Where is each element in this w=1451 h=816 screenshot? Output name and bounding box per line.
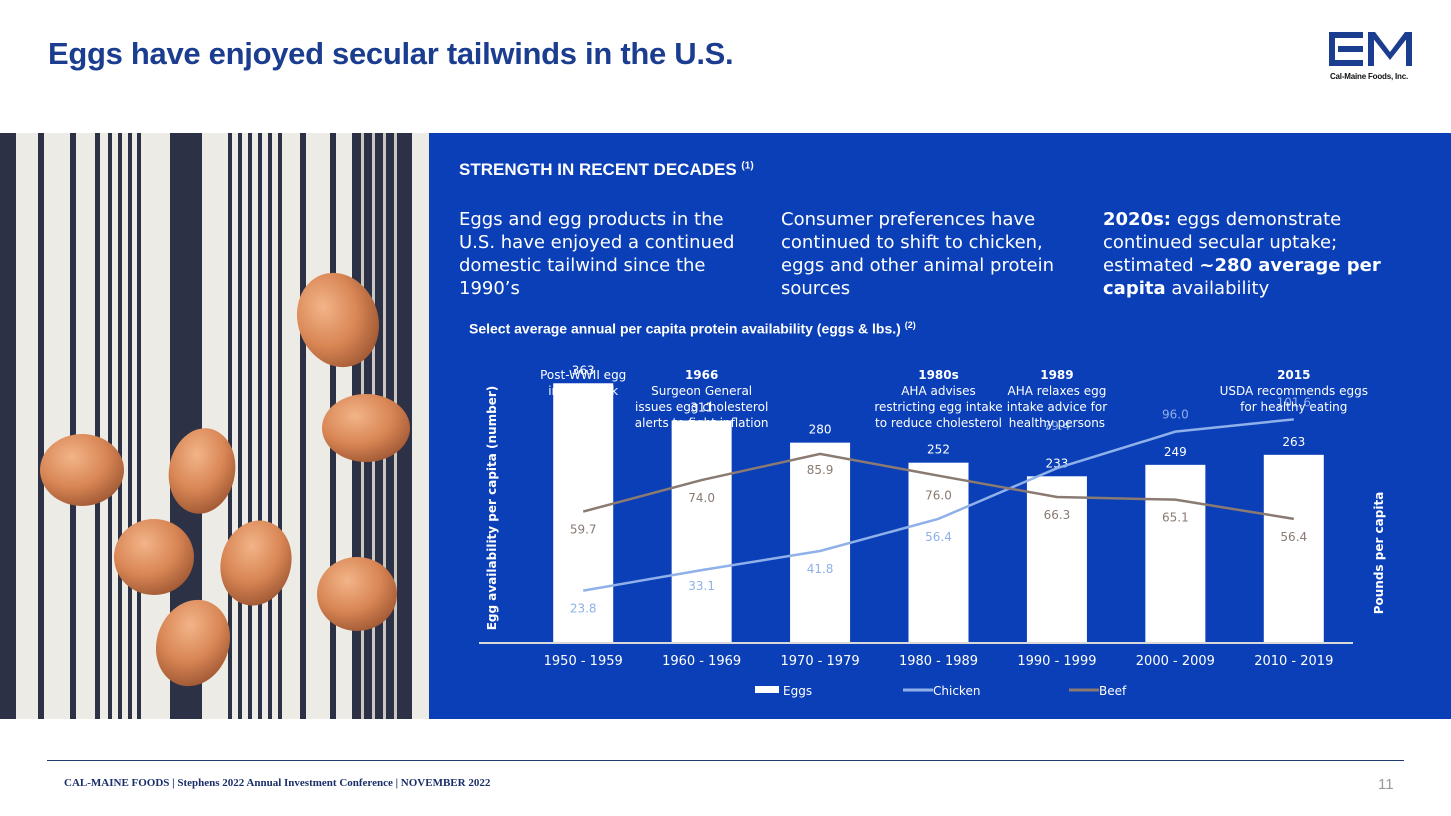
eggs-data-label: 363 — [572, 363, 595, 377]
chicken-line — [583, 418, 1294, 592]
annotation-text: restricting egg intake — [874, 400, 1002, 414]
x-tick-label: 1980 - 1989 — [899, 654, 978, 669]
annotation-text: Surgeon General — [651, 384, 752, 398]
annotation-text: 1966 — [685, 368, 718, 382]
chicken-data-label: 23.8 — [570, 602, 597, 616]
chicken-data-label: 79.4 — [1044, 419, 1071, 433]
annotation-text: alerts to fight inflation — [635, 416, 769, 430]
company-logo — [1329, 32, 1412, 66]
eggs-data-label: 311 — [690, 400, 713, 414]
eggs-bar — [790, 442, 851, 643]
footer-text: CAL-MAINE FOODS | Stephens 2022 Annual I… — [64, 777, 491, 789]
chicken-data-label: 101.6 — [1277, 395, 1311, 409]
eggs-bar — [671, 420, 732, 643]
beef-data-label: 56.4 — [1280, 530, 1307, 544]
legend-label-beef: Beef — [1099, 684, 1127, 698]
annotation-text: healthy persons — [1009, 416, 1105, 430]
annotation-text: USDA recommends eggs — [1220, 384, 1368, 398]
x-tick-label: 1970 - 1979 — [781, 654, 860, 669]
annotation-text: 1989 — [1040, 368, 1073, 382]
x-tick-label: 2010 - 2019 — [1254, 654, 1333, 669]
chicken-data-label: 96.0 — [1162, 408, 1189, 422]
x-tick-label: 2000 - 2009 — [1136, 654, 1215, 669]
legend-label-chicken: Chicken — [933, 684, 980, 698]
beef-data-label: 85.9 — [807, 463, 834, 477]
chicken-data-label: 56.4 — [925, 530, 952, 544]
annotation-text: intake peak — [548, 384, 618, 398]
eggs-data-label: 252 — [927, 443, 950, 457]
eggs-photo — [0, 133, 429, 719]
heading-footnote: (1) — [741, 160, 754, 172]
annotation-text: for healthy eating — [1240, 400, 1347, 414]
point-domestic-tailwind: Eggs and egg products in the U.S. have e… — [459, 209, 735, 299]
beef-line — [582, 452, 1294, 521]
legend-swatch-eggs — [755, 686, 779, 693]
y2-axis-title: Pounds per capita — [1372, 492, 1386, 615]
y-axis-title: Egg availability per capita (number) — [485, 386, 499, 631]
eggs-data-label: 280 — [809, 423, 832, 437]
chicken-data-label: 41.8 — [807, 562, 834, 576]
footer-divider — [47, 760, 1404, 761]
beef-data-label: 66.3 — [1044, 508, 1071, 522]
page-number: 11 — [1378, 776, 1394, 793]
logo-company-name: Cal-Maine Foods, Inc. — [1329, 72, 1409, 81]
beef-data-label: 59.7 — [570, 523, 597, 537]
annotation-text: intake advice for — [1007, 400, 1107, 414]
x-tick-label: 1950 - 1959 — [544, 654, 623, 669]
annotation-text: Post-WWII egg — [540, 368, 626, 382]
legend-label-eggs: Eggs — [783, 684, 812, 698]
eggs-bar — [1263, 454, 1324, 643]
point-2020s: 2020s: eggs demonstrate continued secula… — [1103, 209, 1381, 299]
point-consumer-preferences: Consumer preferences have continued to s… — [781, 209, 1054, 299]
chart-title-footnote: (2) — [904, 320, 916, 330]
eggs-bar — [553, 383, 614, 643]
eggs-bar — [1145, 464, 1206, 643]
beef-data-label: 76.0 — [925, 489, 952, 503]
section-heading: STRENGTH IN RECENT DECADES (1) — [459, 160, 754, 179]
x-tick-label: 1990 - 1999 — [1017, 654, 1096, 669]
protein-availability-chart: 36331128025223324926323.833.141.856.479.… — [479, 363, 1386, 698]
annotation-text: 1980s — [918, 368, 959, 382]
annotation-text: AHA relaxes egg — [1008, 384, 1107, 398]
content-panel: STRENGTH IN RECENT DECADES (1) Eggs and … — [429, 133, 1451, 719]
chart-title: Select average annual per capita protein… — [469, 320, 916, 337]
annotation-text: AHA advises — [901, 384, 976, 398]
beef-data-label: 65.1 — [1162, 511, 1189, 525]
beef-data-label: 74.0 — [688, 491, 715, 505]
eggs-data-label: 249 — [1164, 445, 1187, 459]
eggs-bar — [1026, 476, 1087, 643]
eggs-data-label: 263 — [1282, 435, 1305, 449]
x-tick-label: 1960 - 1969 — [662, 654, 741, 669]
annotation-text: 2015 — [1277, 368, 1310, 382]
annotation-text: issues egg cholesterol — [635, 400, 768, 414]
page-title: Eggs have enjoyed secular tailwinds in t… — [48, 36, 734, 71]
chicken-data-label: 33.1 — [688, 579, 715, 593]
annotation-text: to reduce cholesterol — [875, 416, 1002, 430]
eggs-bar — [908, 462, 969, 643]
